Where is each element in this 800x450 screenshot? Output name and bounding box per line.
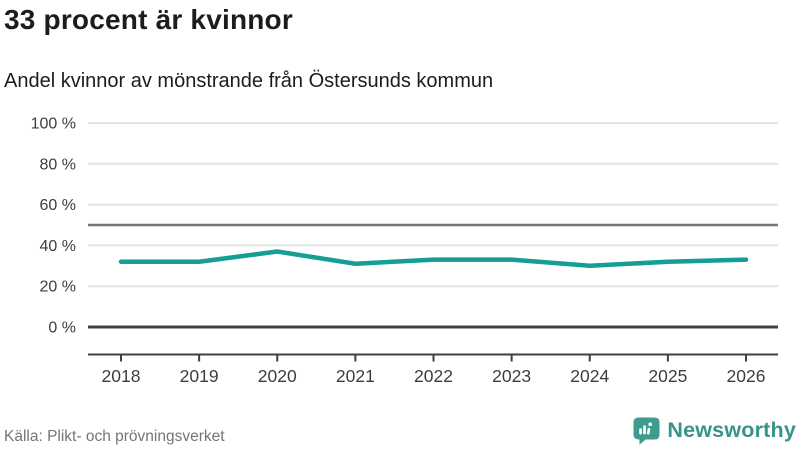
y-tick-label: 60 % xyxy=(40,197,76,214)
chart-subtitle: Andel kvinnor av mönstrande från Östersu… xyxy=(4,70,494,92)
chart-title: 33 procent är kvinnor xyxy=(4,4,293,35)
newsworthy-logo[interactable]: Newsworthy xyxy=(632,416,796,445)
x-tick-label: 2024 xyxy=(570,366,609,386)
x-tick-label: 2022 xyxy=(414,366,453,386)
y-tick-label: 100 % xyxy=(31,116,76,133)
x-tick-label: 2019 xyxy=(180,366,219,386)
x-tick-label: 2018 xyxy=(102,366,141,386)
newsworthy-bubble-chart-icon xyxy=(633,417,660,445)
newsworthy-wordmark: Newsworthy xyxy=(667,418,796,442)
x-tick-label: 2026 xyxy=(727,366,766,386)
x-tick-label: 2025 xyxy=(648,366,687,386)
source-note: Källa: Plikt- och prövningsverket xyxy=(4,428,225,445)
data-line-andel-kvinnor xyxy=(118,249,749,269)
x-tick-label: 2021 xyxy=(336,366,375,386)
x-tick-label: 2020 xyxy=(258,366,297,386)
y-tick-label: 0 % xyxy=(48,320,76,337)
y-tick-label: 40 % xyxy=(40,238,76,255)
y-tick-label: 20 % xyxy=(40,279,76,296)
x-tick-label: 2023 xyxy=(492,366,531,386)
y-tick-label: 80 % xyxy=(40,156,76,173)
